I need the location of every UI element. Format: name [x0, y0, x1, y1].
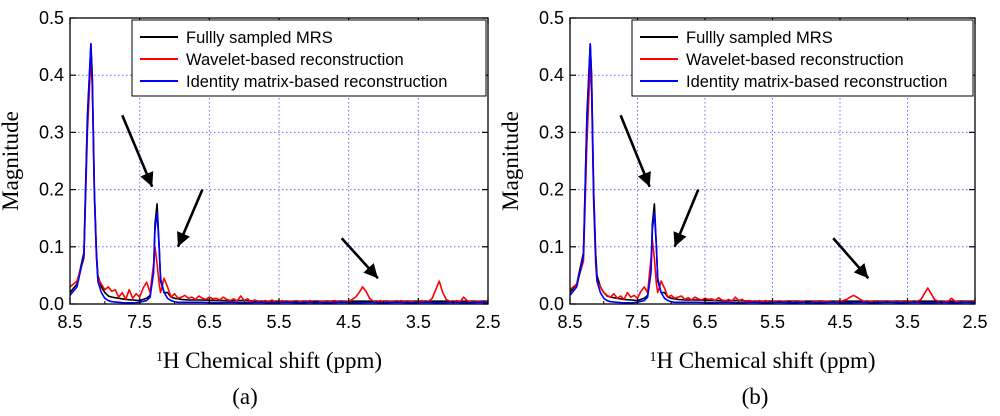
y-tick-label: 0.2	[39, 180, 64, 200]
legend-box	[631, 19, 974, 97]
legend-label-1: Wavelet-based reconstruction	[686, 51, 904, 69]
y-tick-label: 0.2	[539, 180, 564, 200]
panel-caption: (a)	[232, 384, 258, 409]
y-tick-label: 0.4	[539, 65, 564, 85]
y-tick-label: 0.0	[539, 294, 564, 314]
series-line-2	[70, 42, 488, 304]
y-tick-label: 0.3	[539, 122, 564, 142]
x-axis-label-text: H Chemical shift (ppm)	[656, 348, 875, 373]
x-tick-label: 2.5	[962, 312, 987, 332]
chart-panel-b: 8.5 7.5 6.5 5.5 4.5 3.5 2.5 0.0 0.1 0.2 0.3 0.4 0.5 1…	[498, 8, 988, 409]
series-line-2	[570, 42, 975, 304]
x-tick-label: 7.5	[127, 312, 152, 332]
annotation-arrows	[121, 114, 379, 280]
ticks: 8.5 7.5 6.5 5.5 4.5 3.5 2.5 0.0 0.1 0.2 0.3 0.4 0.5	[39, 8, 501, 332]
legend-label-2: Identity matrix-based reconstruction	[686, 73, 947, 91]
series-group	[70, 42, 488, 304]
x-tick-label: 6.5	[692, 312, 717, 332]
x-axis-label-superscript: 1	[156, 350, 163, 365]
x-tick-label: 4.5	[336, 312, 361, 332]
x-tick-label: 3.5	[895, 312, 920, 332]
panel-caption: (b)	[742, 384, 769, 409]
legend-label-0: Fullly sampled MRS	[686, 29, 833, 47]
arrow-head-2	[853, 263, 869, 279]
x-tick-label: 8.5	[57, 312, 82, 332]
arrow-head-0	[637, 171, 651, 187]
y-tick-label: 0.4	[39, 65, 64, 85]
x-tick-label: 6.5	[197, 312, 222, 332]
y-tick-label: 0.3	[39, 122, 64, 142]
x-tick-label: 2.5	[475, 312, 500, 332]
arrow-head-0	[140, 171, 154, 187]
y-tick-label: 0.1	[539, 237, 564, 257]
arrow-head-1	[673, 231, 687, 247]
x-axis-label: 1H Chemical shift (ppm)	[649, 348, 875, 373]
y-axis-label: Magnitude	[0, 111, 23, 211]
arrow-head-1	[177, 231, 190, 247]
legend-label-2: Identity matrix-based reconstruction	[186, 73, 447, 91]
y-tick-label: 0.5	[39, 8, 64, 28]
y-tick-label: 0.1	[39, 237, 64, 257]
annotation-arrows	[619, 114, 870, 280]
ticks: 8.5 7.5 6.5 5.5 4.5 3.5 2.5 0.0 0.1 0.2 0.3 0.4 0.5	[539, 8, 988, 332]
y-axis-label: Magnitude	[498, 111, 523, 211]
y-tick-label: 0.0	[39, 294, 64, 314]
legend: Fullly sampled MRS Wavelet-based reconstr…	[131, 19, 487, 97]
arrow-head-2	[363, 263, 378, 279]
x-tick-label: 3.5	[406, 312, 431, 332]
series-group	[570, 42, 975, 304]
x-axis-label-text: H Chemical shift (ppm)	[163, 348, 382, 373]
y-tick-label: 0.5	[539, 8, 564, 28]
chart-panel-a: 8.5 7.5 6.5 5.5 4.5 3.5 2.5 0.0 0.1 0.2 0.3 0.4 0.5 1…	[0, 8, 501, 409]
legend-label-1: Wavelet-based reconstruction	[186, 51, 404, 69]
legend: Fullly sampled MRS Wavelet-based reconstr…	[631, 19, 974, 97]
x-tick-label: 8.5	[557, 312, 582, 332]
x-tick-label: 5.5	[266, 312, 291, 332]
x-axis-label: 1H Chemical shift (ppm)	[156, 348, 382, 373]
x-tick-label: 4.5	[827, 312, 852, 332]
legend-label-0: Fullly sampled MRS	[186, 29, 333, 47]
x-tick-label: 7.5	[625, 312, 650, 332]
x-axis-label-superscript: 1	[649, 350, 656, 365]
legend-box	[131, 19, 487, 97]
x-tick-label: 5.5	[760, 312, 785, 332]
